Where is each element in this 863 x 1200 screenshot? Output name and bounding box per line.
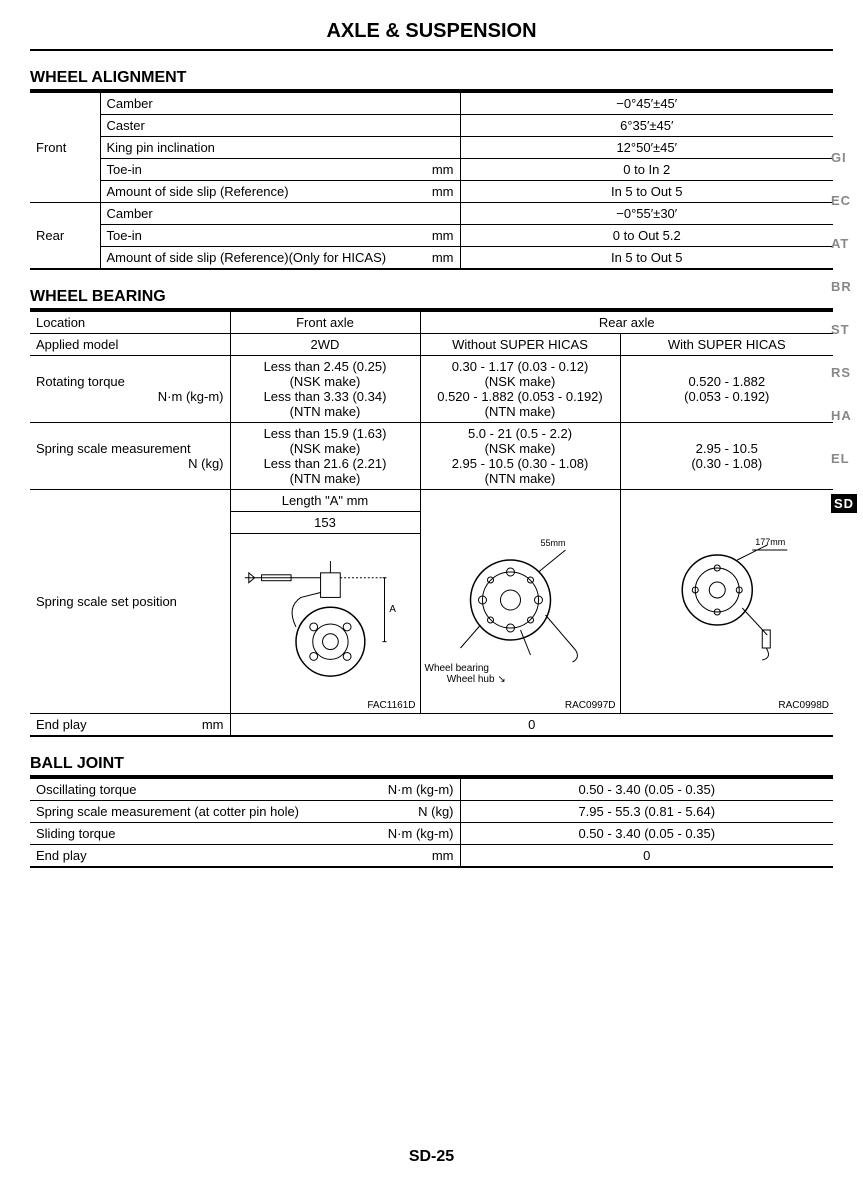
hdr-without-hicas: Without SUPER HICAS: [420, 334, 620, 356]
tab-sd: SD: [831, 494, 857, 513]
length-label: Length "A" mm: [230, 490, 420, 512]
length-value: 153: [230, 512, 420, 534]
hdr-with-hicas: With SUPER HICAS: [620, 334, 833, 356]
param: Spring scale measurement (at cotter pin …: [30, 801, 460, 823]
front-label: Front: [30, 92, 100, 203]
svg-text:55mm: 55mm: [540, 538, 565, 548]
hdr-rear-axle: Rear axle: [420, 311, 833, 334]
param: Caster: [100, 115, 460, 137]
diagram-3: 177mm RAC0998D: [620, 490, 833, 714]
value: In 5 to Out 5: [460, 247, 833, 270]
value: In 5 to Out 5: [460, 181, 833, 203]
section-ball-joint: BALL JOINT: [30, 755, 833, 777]
tab-st: ST: [831, 322, 857, 337]
rt-front: Less than 2.45 (0.25) (NSK make) Less th…: [230, 356, 420, 423]
param: Oscillating torqueN·m (kg-m): [30, 778, 460, 801]
tab-ha: HA: [831, 408, 857, 423]
ss-front: Less than 15.9 (1.63) (NSK make) Less th…: [230, 423, 420, 490]
param: Toe-inmm: [100, 159, 460, 181]
svg-text:177mm: 177mm: [755, 537, 785, 547]
side-tabs: GI EC AT BR ST RS HA EL SD: [831, 150, 857, 513]
ss-rear-with: 2.95 - 10.5 (0.30 - 1.08): [620, 423, 833, 490]
ss-rear-without: 5.0 - 21 (0.5 - 2.2) (NSK make) 2.95 - 1…: [420, 423, 620, 490]
section-wheel-bearing: WHEEL BEARING: [30, 288, 833, 310]
value: 6°35′±45′: [460, 115, 833, 137]
page-number: SD-25: [30, 1148, 833, 1166]
value: 7.95 - 55.3 (0.81 - 5.64): [460, 801, 833, 823]
param: Toe-inmm: [100, 225, 460, 247]
spring-set-label: Spring scale set position: [30, 490, 230, 714]
tab-ec: EC: [831, 193, 857, 208]
rt-rear-with: 0.520 - 1.882 (0.053 - 0.192): [620, 356, 833, 423]
ball-joint-table: Oscillating torqueN·m (kg-m) 0.50 - 3.40…: [30, 777, 833, 868]
end-play-label: End playmm: [30, 714, 230, 737]
param: Amount of side slip (Reference)(Only for…: [100, 247, 460, 270]
value: 0.50 - 3.40 (0.05 - 0.35): [460, 778, 833, 801]
value: 0 to In 2: [460, 159, 833, 181]
svg-text:A: A: [389, 604, 396, 615]
value: −0°55′±30′: [460, 203, 833, 225]
hdr-location: Location: [30, 311, 230, 334]
tab-rs: RS: [831, 365, 857, 380]
value: 12°50′±45′: [460, 137, 833, 159]
tab-at: AT: [831, 236, 857, 251]
tab-el: EL: [831, 451, 857, 466]
param: Camber: [100, 203, 460, 225]
param: Sliding torqueN·m (kg-m): [30, 823, 460, 845]
section-wheel-alignment: WHEEL ALIGNMENT: [30, 69, 833, 91]
wheel-bearing-table: Location Front axle Rear axle Applied mo…: [30, 310, 833, 737]
value: 0 to Out 5.2: [460, 225, 833, 247]
value: 0.50 - 3.40 (0.05 - 0.35): [460, 823, 833, 845]
tab-br: BR: [831, 279, 857, 294]
diagram-2: 55mm Wheel bearing Wheel hub ↘ RAC0997D: [420, 490, 620, 714]
hdr-2wd: 2WD: [230, 334, 420, 356]
diagram-1: A FAC1161D: [230, 534, 420, 714]
param: King pin inclination: [100, 137, 460, 159]
page-title: AXLE & SUSPENSION: [30, 20, 833, 51]
tab-gi: GI: [831, 150, 857, 165]
end-play-value: 0: [230, 714, 833, 737]
value: −0°45′±45′: [460, 92, 833, 115]
param: Camber: [100, 92, 460, 115]
hdr-applied-model: Applied model: [30, 334, 230, 356]
spring-scale-label: Spring scale measurement N (kg): [30, 423, 230, 490]
rt-rear-without: 0.30 - 1.17 (0.03 - 0.12) (NSK make) 0.5…: [420, 356, 620, 423]
value: 0: [460, 845, 833, 868]
param: Amount of side slip (Reference)mm: [100, 181, 460, 203]
rotating-torque-label: Rotating torque N·m (kg-m): [30, 356, 230, 423]
param: End playmm: [30, 845, 460, 868]
wheel-alignment-table: Front Camber −0°45′±45′ Caster 6°35′±45′…: [30, 91, 833, 270]
hdr-front-axle: Front axle: [230, 311, 420, 334]
rear-label: Rear: [30, 203, 100, 270]
